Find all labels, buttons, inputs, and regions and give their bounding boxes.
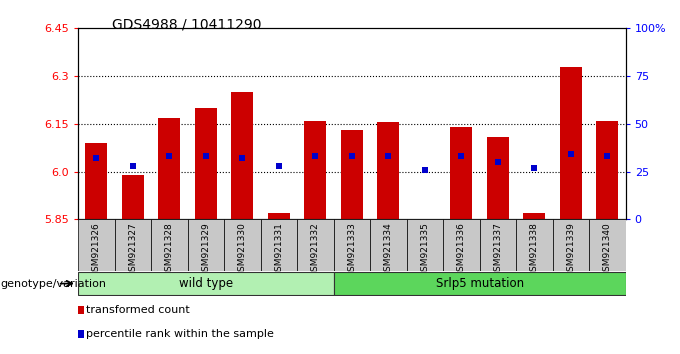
Text: GSM921337: GSM921337 (494, 222, 503, 277)
Bar (414, 219, 436, 221)
Text: GSM921327: GSM921327 (129, 222, 137, 277)
Bar (334, 219, 370, 271)
Bar (151, 219, 188, 271)
Bar (553, 219, 589, 271)
Bar (231, 92, 254, 219)
Bar (195, 108, 217, 219)
Bar (450, 127, 473, 219)
Text: GDS4988 / 10411290: GDS4988 / 10411290 (112, 18, 262, 32)
Text: transformed count: transformed count (86, 306, 190, 315)
Text: Srlp5 mutation: Srlp5 mutation (436, 277, 524, 290)
Bar (122, 175, 144, 219)
Bar (524, 213, 545, 219)
Text: GSM921336: GSM921336 (457, 222, 466, 277)
Bar (115, 219, 151, 271)
Bar (487, 137, 509, 219)
Text: percentile rank within the sample: percentile rank within the sample (86, 329, 273, 339)
Bar (334, 272, 626, 295)
Bar (188, 219, 224, 271)
Text: GSM921328: GSM921328 (165, 222, 174, 277)
Text: GSM921340: GSM921340 (603, 222, 612, 277)
Bar (596, 121, 618, 219)
Bar (560, 67, 582, 219)
Bar (78, 272, 334, 295)
Bar (377, 122, 399, 219)
Bar (224, 219, 260, 271)
Text: GSM921333: GSM921333 (347, 222, 356, 277)
Text: GSM921334: GSM921334 (384, 222, 393, 277)
Bar (370, 219, 407, 271)
Text: genotype/variation: genotype/variation (0, 279, 106, 289)
Bar (86, 143, 107, 219)
Bar (305, 121, 326, 219)
Text: GSM921331: GSM921331 (275, 222, 284, 277)
Text: wild type: wild type (179, 277, 233, 290)
Text: GSM921335: GSM921335 (420, 222, 429, 277)
Text: GSM921329: GSM921329 (201, 222, 210, 277)
Text: GSM921326: GSM921326 (92, 222, 101, 277)
Text: GSM921338: GSM921338 (530, 222, 539, 277)
Bar (443, 219, 479, 271)
Bar (407, 219, 443, 271)
Bar (341, 130, 363, 219)
Bar (158, 118, 180, 219)
Text: GSM921332: GSM921332 (311, 222, 320, 277)
Bar (268, 213, 290, 219)
Bar (589, 219, 626, 271)
Bar (516, 219, 553, 271)
Bar (260, 219, 297, 271)
Bar (479, 219, 516, 271)
Bar (78, 219, 115, 271)
Bar (297, 219, 334, 271)
Text: GSM921339: GSM921339 (566, 222, 575, 277)
Text: GSM921330: GSM921330 (238, 222, 247, 277)
